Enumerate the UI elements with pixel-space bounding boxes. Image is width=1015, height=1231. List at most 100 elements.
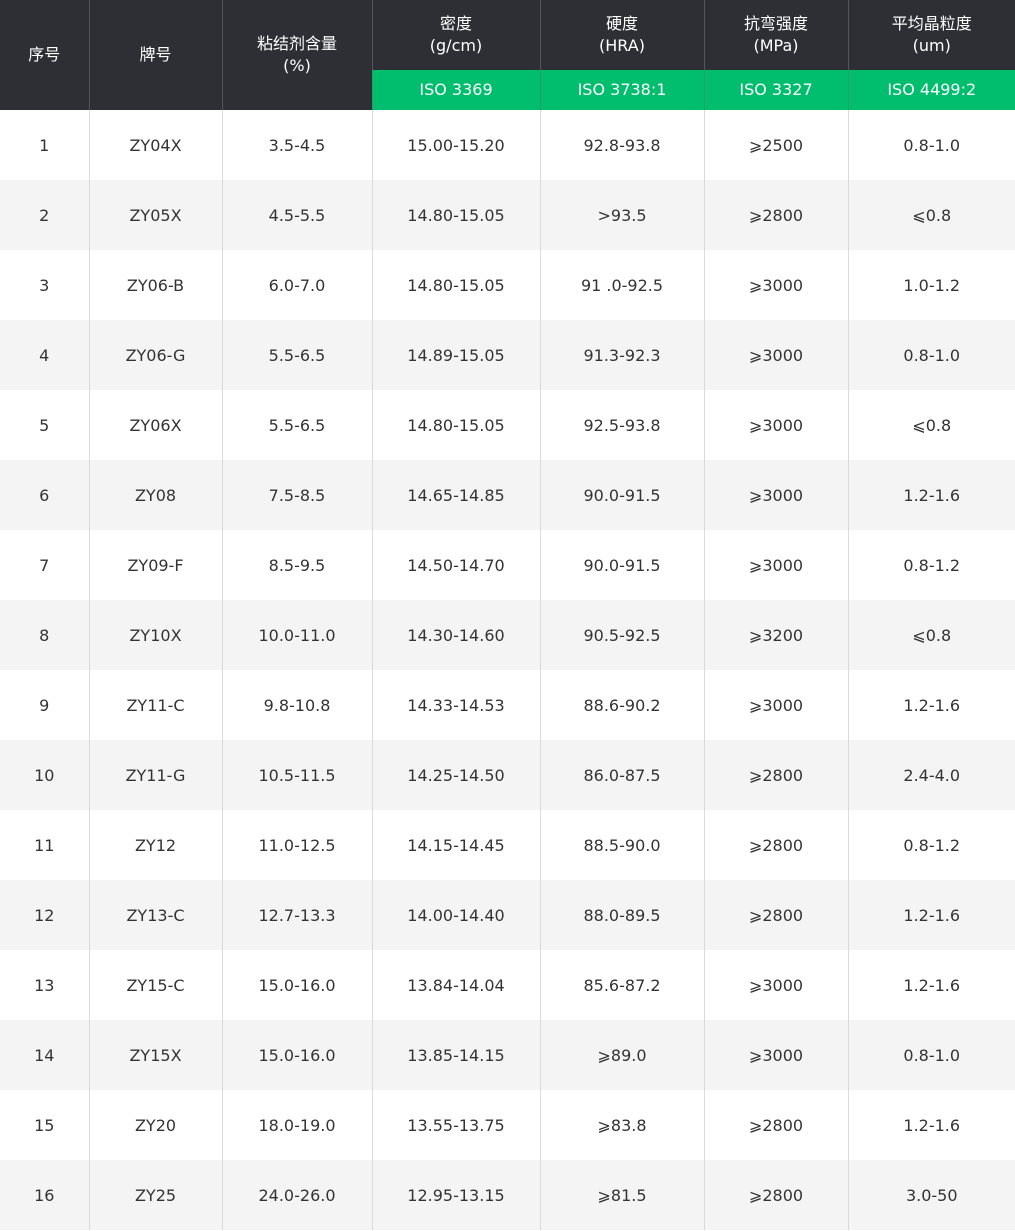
cell-strength: ⩾3000 (703, 670, 848, 740)
cell-hardness: ⩾89.0 (539, 1020, 704, 1090)
cell-grain: 1.2-1.6 (847, 1090, 1015, 1160)
standard-strength: ISO 3327 (703, 70, 848, 110)
header-strength: 抗弯强度 (MPa) (703, 0, 848, 70)
cell-index: 6 (0, 460, 89, 530)
cell-hardness: 86.0-87.5 (539, 740, 704, 810)
cell-strength: ⩾2800 (703, 810, 848, 880)
cell-grade: ZY11-G (88, 740, 222, 810)
cell-index: 14 (0, 1020, 89, 1090)
cell-density: 14.89-15.05 (371, 320, 540, 390)
cell-density: 14.80-15.05 (371, 180, 540, 250)
cell-binder: 15.0-16.0 (221, 1020, 372, 1090)
cell-binder: 15.0-16.0 (221, 950, 372, 1020)
cell-grade: ZY06-G (88, 320, 222, 390)
header-row: 序号 牌号 粘结剂含量 (%) 密度 (g/cm) 硬度 (HRA) 抗弯强度 (MPa… (0, 0, 1015, 110)
header-binder: 粘结剂含量 (%) (221, 0, 372, 110)
cell-strength: ⩾3000 (703, 390, 848, 460)
cell-grain: 0.8-1.0 (847, 1020, 1015, 1090)
standard-hardness: ISO 3738:1 (539, 70, 704, 110)
cell-density: 14.80-15.05 (371, 250, 540, 320)
cell-grade: ZY09-F (88, 530, 222, 600)
cell-binder: 6.0-7.0 (221, 250, 372, 320)
table-row: 14 ZY15X 15.0-16.0 13.85-14.15 ⩾89.0 ⩾3000 0.8… (0, 1020, 1015, 1090)
cell-hardness: ⩾83.8 (539, 1090, 704, 1160)
cell-grade: ZY05X (88, 180, 222, 250)
cell-strength: ⩾2800 (703, 1160, 848, 1230)
table-row: 16 ZY25 24.0-26.0 12.95-13.15 ⩾81.5 ⩾2800 3.0-… (0, 1160, 1015, 1230)
cell-index: 12 (0, 880, 89, 950)
cell-grade: ZY08 (88, 460, 222, 530)
table-row: 5 ZY06X 5.5-6.5 14.80-15.05 92.5-93.8 ⩾3000 ⩽0… (0, 390, 1015, 460)
cell-strength: ⩾3200 (703, 600, 848, 670)
cell-index: 5 (39, 415, 50, 435)
table-row: 6 ZY08 7.5-8.5 14.65-14.85 90.0-91.5 ⩾3000 1.2… (0, 460, 1015, 530)
cell-grain: 2.4-4.0 (847, 740, 1015, 810)
cell-index: 3 (39, 275, 50, 295)
cell-binder: 9.8-10.8 (221, 670, 372, 740)
cell-index: 15 (34, 1115, 55, 1135)
cell-binder: 10.0-11.0 (221, 600, 372, 670)
cell-grade: ZY15X (88, 1020, 222, 1090)
cell-density: 14.25-14.50 (371, 740, 540, 810)
cell-index: 16 (0, 1160, 89, 1230)
cell-grain: ⩽0.8 (847, 180, 1015, 250)
header-grain: 平均晶粒度 (um) (847, 0, 1015, 70)
cell-density: 13.84-14.04 (371, 950, 540, 1020)
cell-grade: ZY15-C (88, 950, 222, 1020)
cell-binder: 10.5-11.5 (221, 740, 372, 810)
table-row: 2 ZY05X 4.5-5.5 14.80-15.05 >93.5 ⩾2800 ⩽0.8 (0, 180, 1015, 250)
cell-density: 14.65-14.85 (371, 460, 540, 530)
cell-grain: 0.8-1.2 (847, 810, 1015, 880)
cell-hardness: 88.0-89.5 (539, 880, 704, 950)
table-row: 12 ZY13-C 12.7-13.3 14.00-14.40 88.0-89.5 ⩾28… (0, 880, 1015, 950)
cell-strength: ⩾2800 (703, 1090, 848, 1160)
cell-index: 8 (0, 600, 89, 670)
cell-binder: 5.5-6.5 (221, 320, 372, 390)
cell-binder: 3.5-4.5 (221, 110, 372, 180)
cell-grain: 1.2-1.6 (847, 950, 1015, 1020)
cell-grade: ZY13-C (88, 880, 222, 950)
cell-grade: ZY11-C (88, 670, 222, 740)
table-row: 9 ZY11-C 9.8-10.8 14.33-14.53 88.6-90.2 ⩾3000… (0, 670, 1015, 740)
cell-strength: ⩾3000 (703, 460, 848, 530)
table-row: 8 ZY10X 10.0-11.0 14.30-14.60 90.5-92.5 ⩾3200… (0, 600, 1015, 670)
cell-index: 10 (0, 740, 89, 810)
table-row: 4 ZY06-G 5.5-6.5 14.89-15.05 91.3-92.3 ⩾3000 0… (0, 320, 1015, 390)
cell-grade: ZY10X (88, 600, 222, 670)
cell-hardness: >93.5 (539, 180, 704, 250)
cell-density: 13.85-14.15 (371, 1020, 540, 1090)
cell-binder: 4.5-5.5 (221, 180, 372, 250)
cell-index: 4 (0, 320, 89, 390)
cell-hardness: 91.3-92.3 (539, 320, 704, 390)
cell-hardness: 90.0-91.5 (539, 460, 704, 530)
cell-hardness: 91 .0-92.5 (539, 250, 704, 320)
cell-density: 14.15-14.45 (371, 810, 540, 880)
cell-grade: ZY20 (88, 1090, 222, 1160)
table-row: 15 ZY20 18.0-19.0 13.55-13.75 ⩾83.8 ⩾2800 1.2-… (0, 1090, 1015, 1160)
cell-density: 14.00-14.40 (371, 880, 540, 950)
cell-hardness: 92.8-93.8 (539, 110, 704, 180)
table-row: 3 ZY06-B 6.0-7.0 14.80-15.05 91 .0-92.5 ⩾3000… (0, 250, 1015, 320)
cell-strength: ⩾2800 (703, 740, 848, 810)
cell-strength: ⩾2800 (703, 180, 848, 250)
cell-index: 13 (34, 975, 55, 995)
cell-binder: 18.0-19.0 (221, 1090, 372, 1160)
cell-density: 13.55-13.75 (371, 1090, 540, 1160)
header-density: 密度 (g/cm) (371, 0, 540, 70)
standards-row: ISO 3369 ISO 3738:1 ISO 3327 ISO 4499:2 (0, 70, 1015, 110)
cell-strength: ⩾3000 (703, 530, 848, 600)
cell-grade: ZY25 (88, 1160, 222, 1230)
header-index: 序号 (0, 0, 89, 110)
cell-grade: ZY06X (88, 390, 222, 460)
table-row: 13 ZY15-C 15.0-16.0 13.84-14.04 85.6-87.2 ⩾30… (0, 950, 1015, 1020)
cell-hardness: 88.6-90.2 (539, 670, 704, 740)
cell-strength: ⩾3000 (703, 320, 848, 390)
table-row: 10 ZY11-G 10.5-11.5 14.25-14.50 86.0-87.5 ⩾28… (0, 740, 1015, 810)
cell-binder: 8.5-9.5 (221, 530, 372, 600)
cell-index: 2 (0, 180, 89, 250)
cell-binder: 12.7-13.3 (221, 880, 372, 950)
cell-grain: 1.0-1.2 (847, 250, 1015, 320)
cell-strength: ⩾3000 (703, 250, 848, 320)
cell-grain: 0.8-1.2 (847, 530, 1015, 600)
